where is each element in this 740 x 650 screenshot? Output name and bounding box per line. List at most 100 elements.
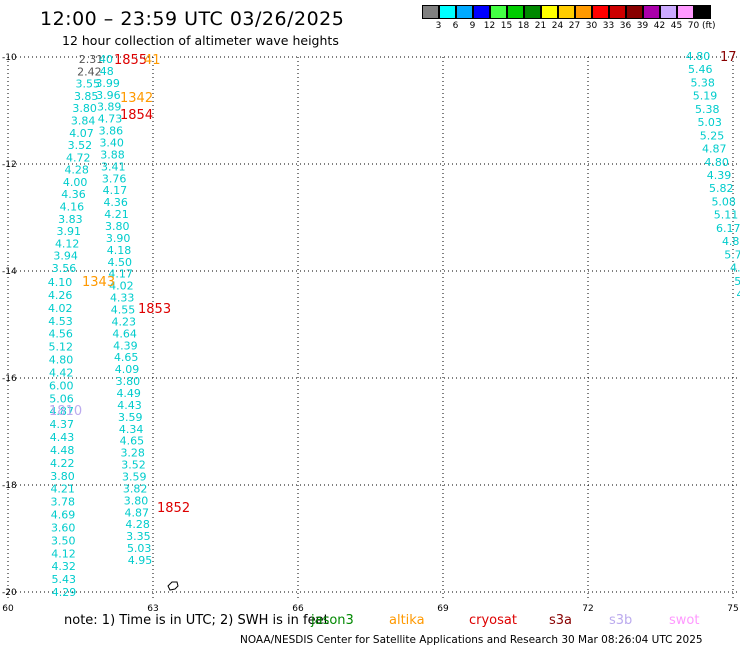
wave-height-label: 4.34 <box>119 423 144 436</box>
colorbar-swatch <box>490 5 507 19</box>
satellite-legend-s3b: s3b <box>609 613 633 628</box>
colorbar-unit: (ft) <box>702 21 716 31</box>
wave-height-label: 4.07 <box>69 127 94 140</box>
wave-height-label: 4.33 <box>110 292 135 305</box>
pass-time-label: 1342 <box>120 91 153 106</box>
footer-credit: NOAA/NESDIS Center for Satellite Applica… <box>240 634 703 646</box>
wave-height-label: 4.17 <box>103 184 128 197</box>
wave-height-label: 4.12 <box>55 237 80 250</box>
wave-height-label: 4 <box>737 288 740 301</box>
wave-height-label: 3.50 <box>51 534 76 547</box>
satellite-legend-s3a: s3a <box>549 613 573 628</box>
wave-height-label: 4.23 <box>112 315 137 328</box>
colorbar-swatch <box>541 5 558 19</box>
wave-height-label: 4.53 <box>48 315 73 328</box>
satellite-legend-altika: altika <box>389 613 425 628</box>
satellite-legend-cryosat: cryosat <box>469 613 517 628</box>
wave-height-label: 5.82 <box>709 182 734 195</box>
wave-height-label: 4.28 <box>125 518 150 531</box>
wave-height-label: 6.00 <box>49 379 74 392</box>
pass-time-label: 1852 <box>157 501 190 516</box>
colorbar-label: 6 <box>452 21 459 31</box>
lon-tick-label: 63 <box>147 604 158 612</box>
wave-height-label: 5.11 <box>714 209 739 222</box>
wave-height-label: 3.28 <box>120 447 145 460</box>
wave-height-label: 3.80 <box>72 102 97 115</box>
colorbar-swatch <box>456 5 473 19</box>
wave-height-label: 40 <box>99 53 113 66</box>
wave-height-label: 4.37 <box>50 418 75 431</box>
wave-height-label: 4.09 <box>115 363 140 376</box>
wave-height-label: 3.80 <box>116 375 141 388</box>
wave-height-label: 4.12 <box>51 547 76 560</box>
wave-height-label: 4.48 <box>50 444 75 457</box>
wave-height-label: 3.35 <box>126 530 151 543</box>
colorbar-swatch <box>626 5 643 19</box>
wave-height-map: 60 63 66 69 72 75-10-12-14-16-18-20 2.312.423… <box>2 50 740 612</box>
wave-height-label: 4.55 <box>111 304 136 317</box>
wave-height-label: 3.59 <box>122 471 147 484</box>
wave-height-label: 5.06 <box>49 392 74 405</box>
colorbar-label: 3 <box>435 21 442 31</box>
lon-tick-label: 72 <box>582 604 593 612</box>
wave-height-label: 5.38 <box>690 76 715 89</box>
wave-height-label: 4.87 <box>49 405 74 418</box>
wave-height-label: 5.03 <box>697 116 722 129</box>
lat-tick-label: -18 <box>2 481 17 491</box>
colorbar-label: 18 <box>517 21 530 31</box>
wave-height-label: 3.60 <box>51 521 76 534</box>
wave-height-label: 4.50 <box>108 256 133 269</box>
colorbar-label: 30 <box>585 21 598 31</box>
colorbar-swatch <box>524 5 541 19</box>
wave-height-label: 3.40 <box>99 137 124 150</box>
wave-height-label: 4.73 <box>98 113 123 126</box>
wave-height-label: 3.80 <box>105 220 130 233</box>
wave-height-label: 6.17 <box>716 222 740 235</box>
wave-height-label: 4.43 <box>50 431 75 444</box>
wave-height-label: 4.22 <box>50 457 75 470</box>
wave-height-label: 4.87 <box>702 143 727 156</box>
wave-height-label: 4.36 <box>61 188 86 201</box>
pass-time-label: 1810 <box>49 404 82 419</box>
chart-title: 12:00 – 23:59 UTC 03/26/2025 <box>40 8 345 30</box>
wave-height-label: 4.39 <box>113 339 138 352</box>
pass-time-label: 1855 <box>114 53 147 68</box>
grid-lines <box>7 56 738 600</box>
wave-height-label: 4.87 <box>125 506 150 519</box>
pass-time-label: 1853 <box>138 302 171 317</box>
wave-height-label: 5.38 <box>695 103 720 116</box>
wave-height-label: 2.42 <box>77 65 102 78</box>
wave-height-label: 4.16 <box>60 201 85 214</box>
colorbar-label: 9 <box>469 21 476 31</box>
wave-height-label: 3.80 <box>50 470 75 483</box>
wave-height-label: 5.46 <box>688 63 713 76</box>
wave-height-label: 4.8 <box>722 235 740 248</box>
wave-height-label: 4.17 <box>108 268 133 281</box>
wave-height-label: 3.52 <box>68 139 93 152</box>
wave-height-label: 4.26 <box>48 289 73 302</box>
island-shape <box>167 581 179 591</box>
wave-height-label: 4.39 <box>707 169 732 182</box>
wave-height-label: 3.89 <box>97 101 122 114</box>
lat-tick-label: -12 <box>2 160 17 170</box>
wave-height-label: 48 <box>100 65 114 78</box>
colorbar-label: 70 <box>687 21 700 31</box>
wave-height-label: 3.52 <box>121 459 146 472</box>
wave-height-label: 2.31 <box>79 53 104 66</box>
colorbar-label: 24 <box>551 21 564 31</box>
wave-height-label: 3.59 <box>118 411 143 424</box>
axis-labels: 60 63 66 69 72 75 -10 -12 -14 -16 -18 -20 <box>2 53 739 612</box>
colorbar-label: 12 <box>483 21 496 31</box>
wave-height-label: 3.56 <box>52 262 77 275</box>
wave-height-label: 4.72 <box>66 151 91 164</box>
wave-height-label: 3.86 <box>99 125 124 138</box>
wave-height-label: 4.36 <box>103 196 128 209</box>
pass-time-label: 1854 <box>120 108 153 123</box>
lon-tick-label: 69 <box>437 604 449 612</box>
wave-height-label: 3.83 <box>58 213 83 226</box>
wave-height-label: 4.64 <box>112 327 137 340</box>
lon-tick-label: 66 <box>292 604 304 612</box>
colorbar-label: 39 <box>636 21 649 31</box>
wave-height-label: 4.95 <box>128 554 153 567</box>
